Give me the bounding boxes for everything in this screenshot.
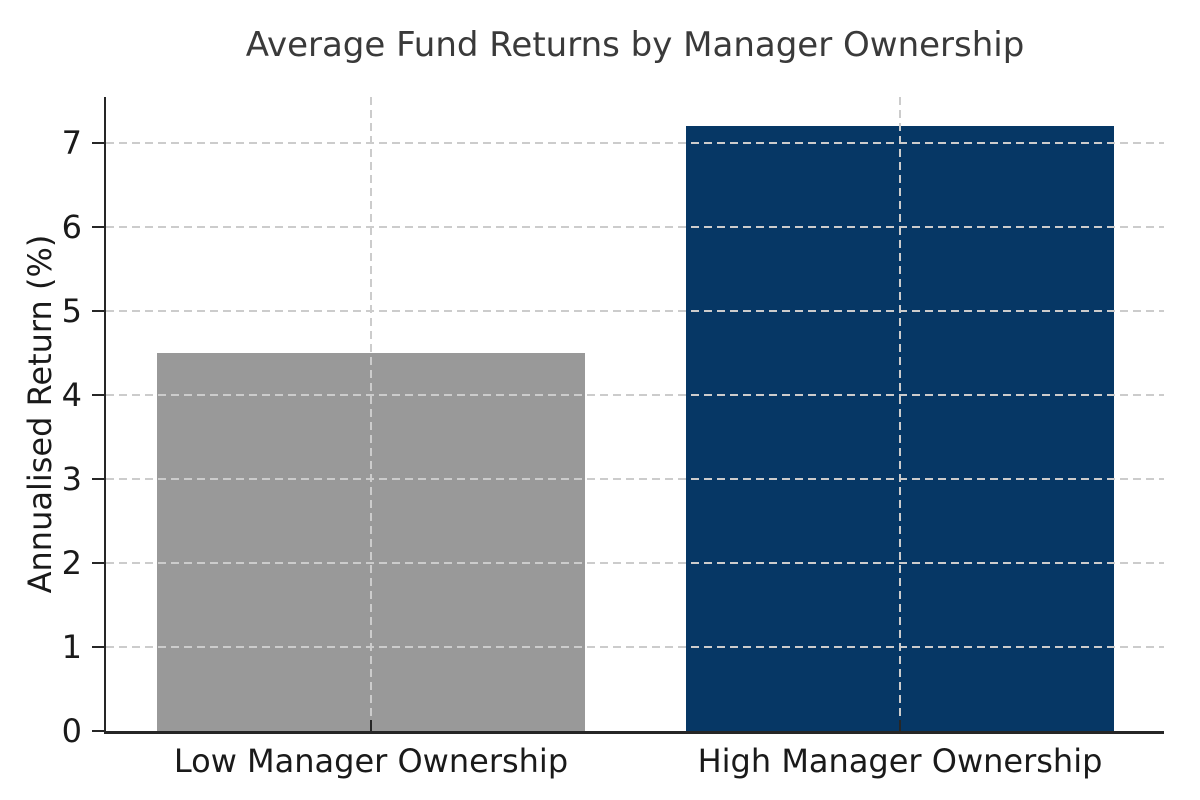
grid-line-y-6 [106,226,1164,228]
grid-line-y-3 [106,478,1164,480]
grid-line-y-1 [106,646,1164,648]
y-tick-label-5: 5 [61,292,82,330]
x-tick-mark-0 [370,720,372,731]
y-tick-mark-3 [92,478,104,480]
grid-line-x-0 [370,97,372,731]
y-tick-mark-7 [92,142,104,144]
y-tick-mark-1 [92,646,104,648]
x-axis-spine [104,731,1164,734]
y-tick-mark-4 [92,394,104,396]
grid-line-x-1 [899,97,901,731]
x-tick-label-0: Low Manager Ownership [173,742,569,780]
chart-title: Average Fund Returns by Manager Ownershi… [245,25,1025,65]
y-tick-label-1: 1 [61,628,82,666]
y-tick-label-6: 6 [61,208,82,246]
y-tick-mark-5 [92,310,104,312]
y-tick-label-2: 2 [61,544,82,582]
y-axis-spine [104,97,106,734]
y-tick-label-0: 0 [61,712,82,750]
y-tick-mark-0 [92,730,104,732]
grid-line-y-2 [106,562,1164,564]
grid-line-y-4 [106,394,1164,396]
grid-line-y-5 [106,310,1164,312]
y-tick-label-3: 3 [61,460,82,498]
x-tick-label-1: High Manager Ownership [697,742,1103,780]
y-tick-label-7: 7 [61,124,82,162]
y-tick-mark-2 [92,562,104,564]
y-tick-label-4: 4 [61,376,82,414]
y-tick-mark-6 [92,226,104,228]
grid-line-y-7 [106,142,1164,144]
x-tick-mark-1 [899,720,901,731]
